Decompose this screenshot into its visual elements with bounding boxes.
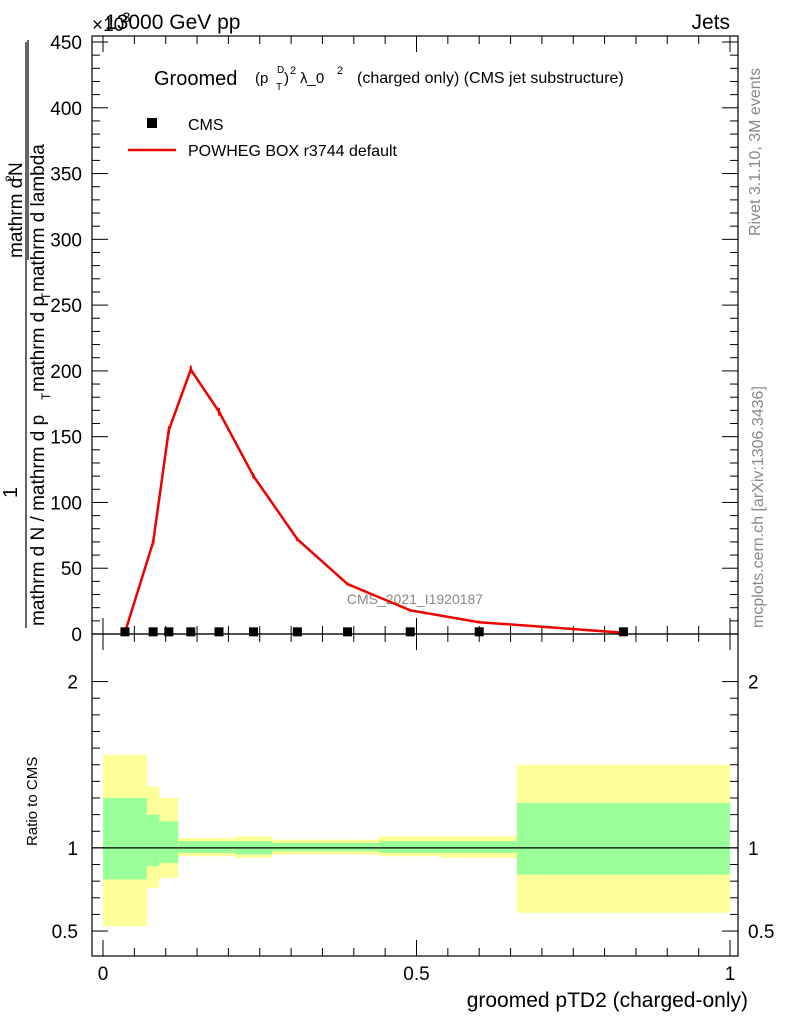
mcplots-label: mcplots.cern.ch [arXiv:1306.3436]: [750, 386, 767, 628]
title-sub-t: T: [276, 82, 282, 93]
svg-text:(p: (p: [255, 70, 268, 87]
ratio-inner-band: [103, 798, 147, 880]
legend-data-label: CMS: [188, 117, 224, 134]
mc-point: [295, 537, 299, 541]
ratio-x-tick-label: 0.5: [403, 964, 429, 985]
svg-text:T: T: [276, 82, 282, 93]
data-point: [474, 627, 484, 637]
ratio-y-tick-label: 1: [67, 839, 78, 860]
ratio-inner-band: [272, 842, 379, 852]
energy-label: 13000 GeV pp: [105, 11, 240, 34]
title-close: ): [284, 70, 289, 87]
data-point: [618, 627, 628, 637]
mc-point: [167, 428, 171, 432]
mc-point: [189, 368, 193, 372]
main-y-tick-label: 150: [50, 428, 82, 449]
ratio-y-tick-label-right: 1: [748, 839, 759, 860]
svg-text:2: 2: [290, 65, 296, 77]
main-y-label: 1 mathrm d N / mathrm d p T mathrm d p T…: [0, 40, 53, 628]
title-sup-2a: 2: [290, 65, 296, 77]
mc-point: [477, 620, 481, 624]
main-y-tick-label: 300: [50, 230, 82, 251]
main-y-tick-label: 450: [50, 33, 82, 54]
ratio-x-tick-label: 0: [98, 964, 109, 985]
svg-text:D: D: [277, 65, 284, 76]
data-point: [186, 627, 196, 637]
title-groomed: Groomed: [154, 68, 237, 90]
main-y-tick-label: 0: [71, 625, 82, 646]
x-axis-label: groomed pTD2 (charged-only): [467, 989, 748, 1012]
ratio-x-tick-label: 1: [725, 964, 736, 985]
analysis-watermark: CMS_2021_I1920187: [347, 591, 483, 607]
mc-point: [151, 540, 155, 544]
title-lambda: λ_0: [300, 70, 324, 87]
ylabel-lower-end: mathrm d lambda: [28, 144, 49, 292]
data-point: [343, 627, 353, 637]
ylabel-numerator: 1: [0, 487, 22, 498]
mc-point: [346, 582, 350, 586]
data-point: [292, 627, 302, 637]
svg-text:λ_0: λ_0: [300, 70, 324, 87]
ylabel-big-top-sup: 2: [3, 175, 17, 182]
svg-text:): ): [284, 70, 289, 87]
ratio-inner-band: [178, 841, 235, 853]
ratio-x-axis: 0 0.5 1: [98, 634, 736, 985]
data-point: [248, 627, 258, 637]
ylabel-lower-part: mathrm d N / mathrm d p: [28, 415, 49, 626]
ratio-frame: [91, 633, 739, 957]
svg-text:Groomed: Groomed: [154, 68, 237, 90]
ratio-y-tick-label: 0.5: [52, 922, 78, 943]
main-y-tick-label: 50: [61, 559, 82, 580]
ratio-y-tick-label-right: 2: [748, 673, 759, 694]
main-y-tick-label: 250: [50, 296, 82, 317]
ratio-y-tick-label-right: 0.5: [748, 922, 774, 943]
ratio-inner-band: [159, 821, 179, 863]
ratio-inner-band: [441, 841, 517, 853]
title-sup-d: D: [277, 65, 284, 76]
title-sup-2b: 2: [337, 65, 343, 77]
rivet-label: Rivet 3.1.10, 3M events: [747, 68, 764, 236]
main-plot-area: [120, 365, 628, 637]
ylabel-sub-t-1: T: [39, 392, 53, 400]
data-point: [405, 627, 415, 637]
svg-text:2: 2: [337, 65, 343, 77]
exponent-power: -3: [118, 9, 131, 25]
data-point: [120, 627, 130, 637]
ratio-y-tick-label: 2: [67, 673, 78, 694]
ratio-inner-band: [146, 814, 160, 867]
title-p: (p: [255, 70, 268, 87]
main-y-tick-label: 350: [50, 165, 82, 186]
legend-mc-label: POWHEG BOX r3744 default: [188, 143, 398, 160]
main-y-tick-label: 200: [50, 362, 82, 383]
mc-point: [217, 410, 221, 414]
ratio-inner-band: [516, 802, 730, 875]
ylabel-sub-t-2: T: [39, 292, 53, 300]
ylabel-big-top: mathrm d: [6, 178, 27, 258]
ratio-y-label: Ratio to CMS: [24, 757, 41, 846]
main-y-axis: 0 50 100 150 200 250 300 350 400 450: [50, 33, 738, 646]
mc-point: [251, 474, 255, 478]
data-point: [148, 627, 158, 637]
ratio-y-axis: 0.5 0.5 1 1 2 2: [52, 673, 775, 943]
jets-label: Jets: [691, 11, 730, 34]
ylabel-big-top-n: N: [6, 162, 27, 176]
svg-text:(charged only) (CMS jet substr: (charged only) (CMS jet substructure): [357, 70, 624, 87]
ratio-inner-band: [378, 841, 442, 853]
legend-data-marker: [147, 118, 157, 128]
main-y-tick-label: 400: [50, 99, 82, 120]
main-y-tick-label: 100: [50, 493, 82, 514]
data-point: [164, 627, 174, 637]
legend: CMS POWHEG BOX r3744 default: [128, 117, 398, 160]
exponent-prefix: ×10: [92, 15, 124, 36]
ylabel-lower-tail: mathrm d p: [28, 296, 49, 392]
mc-point: [408, 608, 412, 612]
ratio-bands: [103, 754, 730, 927]
title-rest: (charged only) (CMS jet substructure): [357, 70, 624, 87]
plot-title: Groomed (p T D ) 2 λ_0 2 (charged only) …: [154, 65, 624, 93]
data-point: [214, 627, 224, 637]
